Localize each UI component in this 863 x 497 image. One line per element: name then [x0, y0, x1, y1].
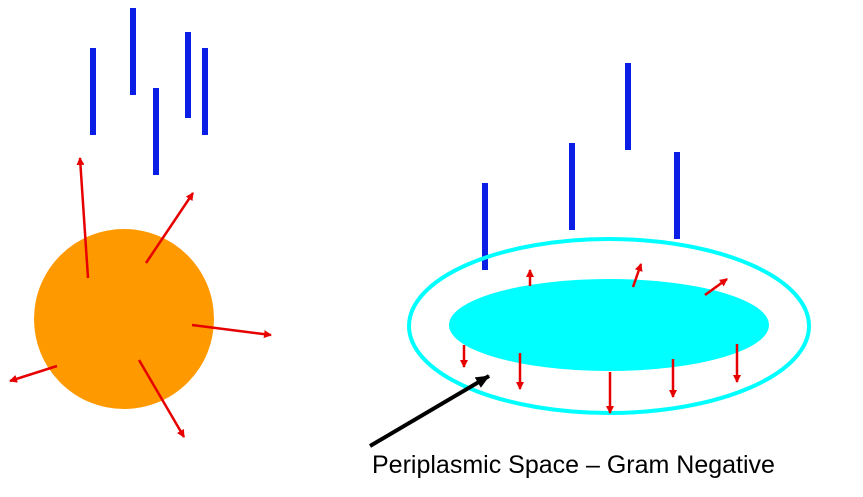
left-arrow-downright — [137, 359, 186, 438]
right-arrow-up-2 — [631, 263, 643, 288]
inner-cell — [449, 279, 769, 371]
left-arrow-upright — [144, 192, 195, 264]
right-arrows — [460, 263, 741, 414]
periplasm-pointer-arrow — [368, 374, 491, 448]
left-arrows — [9, 157, 272, 438]
right-bars — [482, 63, 680, 270]
left-arrow-left — [9, 364, 58, 383]
left-cell-group — [9, 8, 272, 438]
left-bars — [90, 8, 208, 175]
right-arrow-upright — [704, 277, 728, 297]
right-cell-group — [368, 63, 811, 448]
caption-label: Periplasmic Space – Gram Negative — [372, 451, 775, 479]
left-arrow-right — [191, 323, 272, 339]
left-arrow-up — [76, 157, 90, 279]
orange-cell — [34, 229, 214, 409]
